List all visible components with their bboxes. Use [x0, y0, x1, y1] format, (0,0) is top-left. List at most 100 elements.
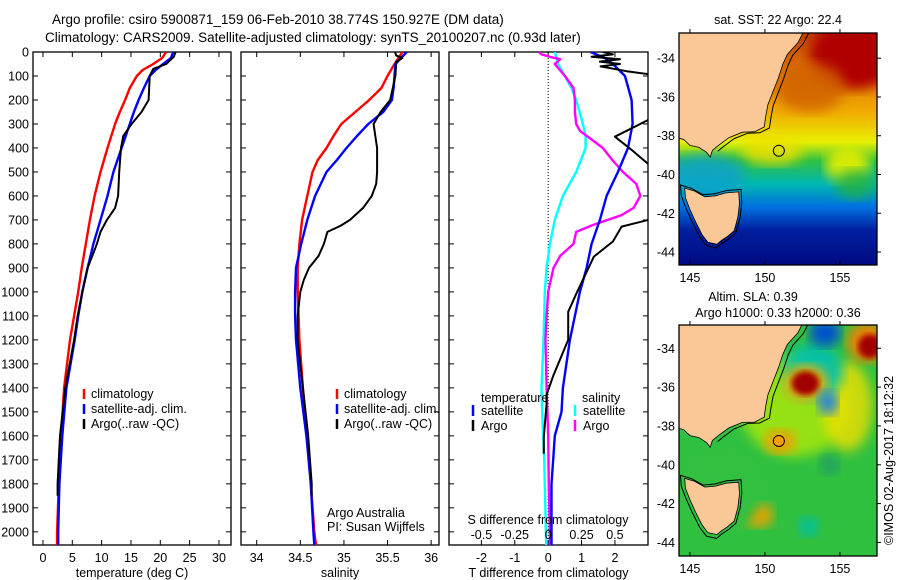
- x-tick-label: -1: [509, 551, 520, 565]
- map-frame: [678, 32, 878, 266]
- secondary-tick-label: 0.5: [606, 528, 623, 542]
- legend-label: satellite: [481, 404, 523, 418]
- tasmania-land: [684, 187, 740, 245]
- map-title: sat. SST: 22 Argo: 22.4: [714, 13, 842, 27]
- lat-tick-label: -36: [657, 90, 675, 104]
- field-blob: [742, 137, 803, 166]
- field-blob: [679, 154, 745, 195]
- legend-label: satellite: [583, 404, 625, 418]
- credit-timestamp: ©IMOS 02-Aug-2017 18:12:32: [882, 376, 896, 545]
- x-axis-label: temperature (deg C): [76, 566, 189, 580]
- x-tick-label: 5: [69, 551, 76, 565]
- y-tick-label: 400: [8, 141, 29, 155]
- x-tick-label: 1: [578, 551, 585, 565]
- x-axis-label: T difference from climatology: [468, 566, 629, 580]
- figure-title-line1: Argo profile: csiro 5900871_159 06-Feb-2…: [52, 12, 504, 27]
- legend-heading: salinity: [582, 391, 621, 405]
- temperature-panel: 0100200300400500600700800900100011001200…: [1, 46, 232, 580]
- series-line-argo-raw-qc: [56, 52, 177, 496]
- annotation-text: Argo Australia: [327, 506, 405, 520]
- y-tick-label: 1800: [1, 477, 29, 491]
- lon-tick-label: 150: [755, 271, 776, 285]
- lon-tick-label: 145: [680, 562, 701, 576]
- secondary-tick-label: 0: [545, 528, 552, 542]
- x-tick-label: 30: [212, 551, 226, 565]
- legend-label: Argo: [583, 419, 609, 433]
- series-line-s-argo: [538, 52, 642, 545]
- isobath-contour: [717, 325, 809, 442]
- lon-tick-label: 150: [755, 562, 776, 576]
- y-tick-label: 1300: [1, 357, 29, 371]
- field-blob: [819, 454, 840, 475]
- series-line-argo-raw-qc: [296, 52, 404, 496]
- y-tick-label: 1000: [1, 285, 29, 299]
- legend-label: climatology: [91, 387, 154, 401]
- x-tick-label: 20: [153, 551, 167, 565]
- field-blob: [774, 62, 845, 113]
- y-tick-label: 200: [8, 93, 29, 107]
- salinity-panel: 34 34.5 35 35.5 36 salinity climatologysatelli…: [240, 51, 440, 580]
- figure-title-line2: Climatology: CARS2009. Satellite-adjuste…: [45, 30, 581, 45]
- y-tick-label: 1900: [1, 501, 29, 515]
- y-tick-label: 1200: [1, 333, 29, 347]
- argo-position-marker: [772, 144, 785, 157]
- annotation-text: PI: Susan Wijffels: [327, 520, 425, 534]
- y-tick-label: 300: [8, 117, 29, 131]
- x-axis-label: salinity: [321, 566, 360, 580]
- x-tick-label: 35: [337, 551, 351, 565]
- secondary-tick-label: -0.5: [471, 528, 493, 542]
- map-field: [679, 325, 877, 556]
- legend-heading: temperature: [481, 391, 548, 405]
- lon-tick-label: 155: [830, 271, 851, 285]
- x-tick-label: 15: [124, 551, 138, 565]
- x-tick-label: -2: [476, 551, 487, 565]
- field-blob: [798, 516, 819, 537]
- series-line-satellite-adj-clim: [293, 52, 408, 545]
- y-tick-label: 1500: [1, 405, 29, 419]
- lat-tick-label: -40: [657, 168, 675, 182]
- argo-position-marker: [772, 434, 785, 447]
- y-tick-label: 1400: [1, 381, 29, 395]
- tasmania-land: [684, 477, 740, 536]
- y-tick-label: 900: [8, 261, 29, 275]
- legend-label: Argo(..raw -QC): [91, 417, 179, 431]
- x-tick-label: 2: [611, 551, 618, 565]
- y-tick-label: 600: [8, 189, 29, 203]
- field-blob: [791, 371, 820, 396]
- x-tick-label: 10: [95, 551, 109, 565]
- mainland-land: [679, 33, 804, 158]
- y-tick-label: 100: [8, 69, 29, 83]
- lat-tick-label: -42: [657, 497, 675, 511]
- mainland-land: [679, 325, 803, 449]
- lon-tick-label: 155: [830, 562, 851, 576]
- lat-tick-label: -34: [657, 52, 675, 66]
- sla-map: 145 150 155 -34 -36 -38 -40 -42 -44 Altim. SLA: 0…: [657, 290, 881, 576]
- legend-label: satellite-adj. clim.: [91, 402, 187, 416]
- lat-tick-label: -36: [657, 381, 675, 395]
- sst-map: 145 150 155 -34 -36 -38 -40 -42 -44 sat. SST: 22 …: [657, 13, 881, 285]
- lat-tick-label: -40: [657, 458, 675, 472]
- x-tick-label: 0: [545, 551, 552, 565]
- legend-label: climatology: [344, 387, 407, 401]
- map-title: Altim. SLA: 0.39: [708, 290, 798, 304]
- y-tick-label: 1600: [1, 429, 29, 443]
- isobath-contour: [679, 474, 743, 539]
- x-tick-label: 34: [250, 551, 264, 565]
- y-tick-label: 0: [22, 46, 29, 60]
- lat-tick-label: -42: [657, 207, 675, 221]
- series-line-t-satellite: [550, 52, 634, 545]
- x-tick-label: 34.5: [288, 551, 312, 565]
- plot-area: [32, 51, 232, 546]
- lat-tick-label: -38: [657, 129, 675, 143]
- y-tick-label: 2000: [1, 525, 29, 539]
- legend-label: Argo: [481, 419, 507, 433]
- secondary-tick-label: 0.25: [569, 528, 593, 542]
- isobath-contour: [679, 184, 743, 249]
- secondary-axis-label: S difference from climatology: [468, 513, 630, 527]
- difference-panel: -2 -1 0 1 2T difference from climatology temp…: [448, 51, 649, 580]
- field-blob: [857, 334, 877, 359]
- legend-label: Argo(..raw -QC): [344, 417, 432, 431]
- x-tick-label: 0: [39, 551, 46, 565]
- y-tick-label: 500: [8, 165, 29, 179]
